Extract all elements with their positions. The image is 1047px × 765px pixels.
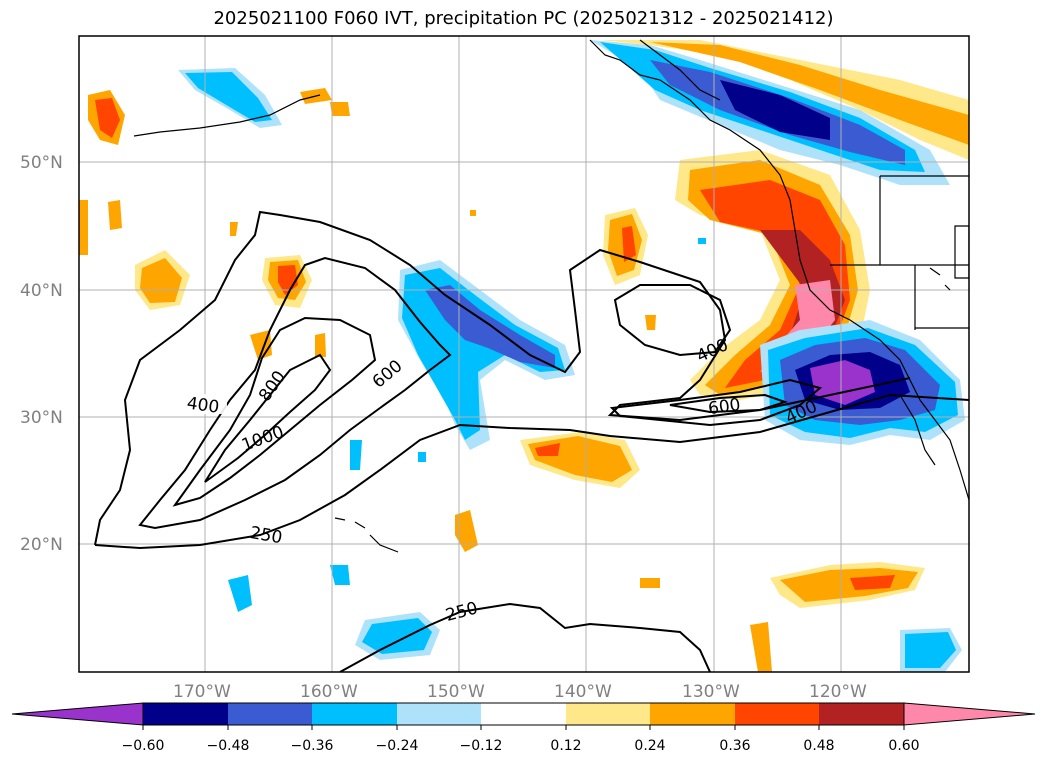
colorbar-segment-9 bbox=[819, 703, 904, 725]
lat-label-40n: 40°N bbox=[20, 281, 63, 301]
colorbar-tick-6: 0.12 bbox=[550, 738, 581, 754]
colorbar: −0.60 −0.48 −0.36 −0.24 −0.12 0.12 0.24 … bbox=[11, 702, 1036, 754]
lon-label-140w: 140°W bbox=[554, 682, 612, 702]
lat-label-30n: 30°N bbox=[20, 408, 63, 428]
colorbar-segment-1 bbox=[143, 703, 228, 725]
colorbar-tick-9: 0.48 bbox=[803, 738, 834, 754]
colorbar-outline bbox=[142, 702, 905, 726]
graticule bbox=[79, 36, 969, 672]
lon-label-120w: 120°W bbox=[809, 682, 867, 702]
lon-label-160w: 160°W bbox=[300, 682, 358, 702]
colorbar-segment-6 bbox=[566, 703, 650, 725]
colorbar-tick-5: −0.12 bbox=[460, 738, 503, 754]
colorbar-tick-4: −0.24 bbox=[376, 738, 419, 754]
lon-label-150w: 150°W bbox=[427, 682, 485, 702]
lat-label-50n: 50°N bbox=[20, 153, 63, 173]
colorbar-tick-1: −0.60 bbox=[122, 738, 165, 754]
contour-label-400-west: 400 bbox=[186, 394, 221, 418]
colorbar-tick-7: 0.24 bbox=[634, 738, 665, 754]
lat-labels: 50°N 40°N 30°N 20°N bbox=[20, 153, 63, 555]
ivt-contours bbox=[94, 210, 969, 672]
lon-labels: 170°W 160°W 150°W 140°W 130°W 120°W bbox=[173, 682, 867, 702]
precip-negative-shading bbox=[178, 40, 965, 672]
colorbar-segment-2 bbox=[228, 703, 312, 725]
coastlines bbox=[133, 39, 969, 553]
colorbar-segment-3 bbox=[312, 703, 397, 725]
colorbar-tick-3: −0.36 bbox=[291, 738, 334, 754]
colorbar-extend-max bbox=[903, 702, 1036, 726]
colorbar-segment-7 bbox=[650, 703, 735, 725]
contour-label-600-east: 600 bbox=[707, 395, 742, 419]
colorbar-tick-10: 0.60 bbox=[888, 738, 919, 754]
colorbar-segment-8 bbox=[735, 703, 819, 725]
colorbar-extend-min bbox=[11, 702, 144, 726]
lat-label-20n: 20°N bbox=[20, 535, 63, 555]
colorbar-segment-5 bbox=[481, 703, 566, 725]
colorbar-tick-8: 0.36 bbox=[719, 738, 750, 754]
colorbar-segment-4 bbox=[397, 703, 481, 725]
lon-label-130w: 130°W bbox=[682, 682, 740, 702]
figure-title: 2025021100 F060 IVT, precipitation PC (2… bbox=[213, 8, 834, 29]
map-border bbox=[78, 35, 970, 673]
colorbar-tick-2: −0.48 bbox=[207, 738, 250, 754]
lon-label-170w: 170°W bbox=[173, 682, 231, 702]
